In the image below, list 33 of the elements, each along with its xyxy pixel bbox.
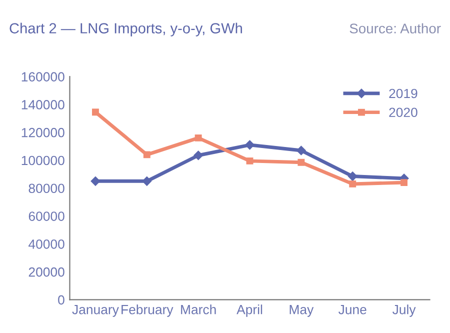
chart-title: Chart 2 — LNG Imports, y-o-y, GWh [10,22,242,36]
point [296,146,306,156]
point [142,176,152,186]
y-tick-label: 100000 [22,156,64,166]
y-tick-label: 0 [58,295,64,305]
x-tick-label: April [236,304,262,317]
y-tick-label: 80000 [28,184,64,194]
point [246,157,254,164]
point [349,180,356,188]
x-tick-label: May [290,305,314,317]
point [194,134,202,142]
point [90,176,100,186]
y-tick-label: 160000 [22,72,64,82]
legend-label: 2020 [389,108,418,118]
y-tick-label: 60000 [28,212,64,221]
y-tick-label: 40000 [28,239,64,249]
point [194,150,203,160]
y-tick-label: 20000 [28,267,64,277]
x-tick-label: February [122,304,174,317]
point [298,158,305,166]
x-tick-label: July [392,304,416,317]
y-tick-label: 140000 [22,100,64,110]
point [143,151,150,158]
point [92,108,99,116]
y-tick-label: 120000 [22,128,64,138]
legend-label: 2019 [389,88,418,98]
x-tick-label: June [338,305,366,314]
point [245,140,254,150]
x-tick-label: January [72,305,119,317]
x-tick-label: March [181,304,216,314]
source-note: Source: Author [350,23,441,34]
point [400,179,408,186]
point [348,172,358,181]
